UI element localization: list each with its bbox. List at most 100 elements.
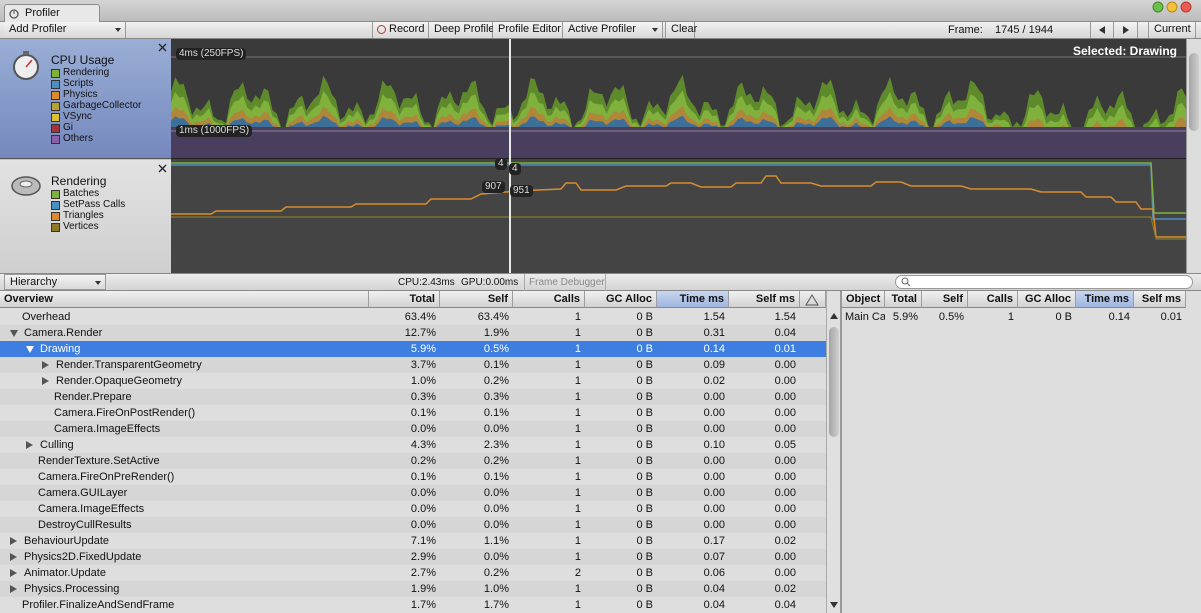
expander-open[interactable] xyxy=(26,346,34,353)
window-controls xyxy=(1152,1,1192,13)
expander-closed[interactable] xyxy=(42,361,49,369)
column-header[interactable]: Self xyxy=(922,291,968,308)
expander-closed[interactable] xyxy=(26,441,33,449)
row-cell: 0.1% xyxy=(483,407,509,419)
expander-closed[interactable] xyxy=(10,537,17,545)
splitter[interactable] xyxy=(840,291,842,613)
legend-item[interactable]: SetPass Calls xyxy=(51,199,125,210)
row-cell: 2 xyxy=(574,567,581,579)
row-cell: 0.07 xyxy=(703,551,725,563)
table-scrollbar[interactable] xyxy=(826,291,840,613)
chart-scroll-thumb[interactable] xyxy=(1189,53,1199,131)
table-row[interactable]: Culling 4.3% 2.3% 1 0 B 0.10 0.05 xyxy=(0,437,826,453)
toolbar-button[interactable]: Profile Editor xyxy=(493,22,563,38)
expander-closed[interactable] xyxy=(10,569,17,577)
cpu-close[interactable] xyxy=(158,43,167,52)
expander-closed[interactable] xyxy=(42,377,49,385)
table-row[interactable]: Animator.Update 2.7% 0.2% 2 0 B 0.06 0.00 xyxy=(0,565,826,581)
table-row[interactable]: Camera.FireOnPostRender() 0.1% 0.1% 1 0 B 0.0… xyxy=(0,405,826,421)
legend-item[interactable]: GarbageCollector xyxy=(51,100,141,111)
toolbar-button[interactable]: Record xyxy=(373,22,429,38)
cpu-panel[interactable]: CPU Usage Rendering Scripts Physics Garbage… xyxy=(0,39,171,159)
table-row[interactable]: Camera.ImageEffects 0.0% 0.0% 1 0 B 0.00 0.00 xyxy=(0,501,826,517)
table-row[interactable]: Render.Prepare 0.3% 0.3% 1 0 B 0.00 0.00 xyxy=(0,389,826,405)
legend-item[interactable]: Rendering xyxy=(51,67,141,78)
table-scroll-thumb[interactable] xyxy=(829,327,839,437)
toolbar-button[interactable]: Clear xyxy=(665,22,697,38)
table-row[interactable]: RenderTexture.SetActive 0.2% 0.2% 1 0 B 0.00 0… xyxy=(0,453,826,469)
column-header[interactable]: Overview xyxy=(0,291,369,308)
table-row[interactable]: Physics2D.FixedUpdate 2.9% 0.0% 1 0 B 0.07 0.0… xyxy=(0,549,826,565)
table-row[interactable]: Render.TransparentGeometry 3.7% 0.1% 1 0 B 0.… xyxy=(0,357,826,373)
expander-open[interactable] xyxy=(10,330,18,337)
detail-row[interactable]: Main Ca 5.9% 0.5% 1 0 B 0.14 0.01 xyxy=(842,309,1201,325)
legend-item[interactable]: Others xyxy=(51,133,141,144)
search-field[interactable] xyxy=(895,275,1193,289)
table-row[interactable]: Camera.Render 12.7% 1.9% 1 0 B 0.31 0.04 xyxy=(0,325,826,341)
column-header[interactable]: GC Alloc xyxy=(585,291,657,308)
row-cell: 0 B xyxy=(636,407,653,419)
expander-closed[interactable] xyxy=(10,553,17,561)
legend-item[interactable]: Batches xyxy=(51,188,125,199)
scroll-down[interactable] xyxy=(830,602,838,608)
table-row[interactable]: Camera.ImageEffects 0.0% 0.0% 1 0 B 0.00 0.00 xyxy=(0,421,826,437)
table-row[interactable]: Overhead 63.4% 63.4% 1 0 B 1.54 1.54 xyxy=(0,309,826,325)
legend-item[interactable]: Triangles xyxy=(51,210,125,221)
row-cell: 1.0% xyxy=(483,583,509,595)
rendering-panel[interactable]: Rendering Batches SetPass Calls Triangles V… xyxy=(0,160,171,273)
scroll-up[interactable] xyxy=(830,313,838,319)
row-cell: 1.7% xyxy=(410,599,436,611)
row-cell: 1 xyxy=(574,599,581,611)
column-header[interactable]: Time ms xyxy=(657,291,729,308)
warning-header[interactable] xyxy=(800,291,826,308)
column-header[interactable]: Calls xyxy=(513,291,585,308)
minimize-button[interactable] xyxy=(1166,1,1178,13)
add-profiler-dropdown[interactable]: Add Profiler xyxy=(4,22,126,38)
column-header[interactable]: GC Alloc xyxy=(1018,291,1076,308)
table-row[interactable]: Physics.Processing 1.9% 1.0% 1 0 B 0.04 0.02 xyxy=(0,581,826,597)
close-button[interactable] xyxy=(1180,1,1192,13)
column-header[interactable]: Total xyxy=(885,291,922,308)
legend-item[interactable]: Physics xyxy=(51,89,141,100)
view-dropdown[interactable]: Hierarchy xyxy=(4,274,106,290)
column-header[interactable]: Calls xyxy=(968,291,1018,308)
table-row[interactable]: DestroyCullResults 0.0% 0.0% 1 0 B 0.00 0.00 xyxy=(0,517,826,533)
chart-area[interactable] xyxy=(171,39,1186,273)
table-row[interactable]: Render.OpaqueGeometry 1.0% 0.2% 1 0 B 0.02 0.0… xyxy=(0,373,826,389)
legend-item[interactable]: Vertices xyxy=(51,221,125,232)
chart-scrollbar[interactable] xyxy=(1186,39,1201,273)
row-cell: 1 xyxy=(574,407,581,419)
table-row[interactable]: Drawing 5.9% 0.5% 1 0 B 0.14 0.01 xyxy=(0,341,826,357)
table-row[interactable]: Camera.GUILayer 0.0% 0.0% 1 0 B 0.00 0.00 xyxy=(0,485,826,501)
tab[interactable]: Profiler xyxy=(4,4,100,22)
row-cell: 0 B xyxy=(636,599,653,611)
row-cell: 1 xyxy=(574,471,581,483)
current-button[interactable]: Current xyxy=(1148,22,1196,38)
rendering-close[interactable] xyxy=(158,164,167,173)
zoom-button[interactable] xyxy=(1152,1,1164,13)
column-header[interactable]: Self ms xyxy=(729,291,800,308)
prev-frame-button[interactable] xyxy=(1090,22,1114,38)
expander-closed[interactable] xyxy=(10,585,17,593)
table-row[interactable]: Profiler.FinalizeAndSendFrame 1.7% 1.7% 1 0 … xyxy=(0,597,826,613)
row-cell: 0.02 xyxy=(774,583,796,595)
column-header[interactable]: Self ms xyxy=(1134,291,1186,308)
table-row[interactable]: Camera.FireOnPreRender() 0.1% 0.1% 1 0 B 0.00… xyxy=(0,469,826,485)
column-header[interactable]: Total xyxy=(369,291,440,308)
toolbar-button[interactable]: Deep Profile xyxy=(429,22,495,38)
legend-swatch xyxy=(51,102,60,111)
toolbar-button[interactable]: Active Profiler xyxy=(563,22,663,38)
column-header[interactable]: Self xyxy=(440,291,513,308)
rendering-legend: Batches SetPass Calls Triangles Vertices xyxy=(51,188,125,232)
frame-debugger-button[interactable]: Frame Debugger xyxy=(524,274,606,291)
row-name: DestroyCullResults xyxy=(38,519,132,531)
legend-item[interactable]: Scripts xyxy=(51,78,141,89)
table-row[interactable]: BehaviourUpdate 7.1% 1.1% 1 0 B 0.17 0.02 xyxy=(0,533,826,549)
legend-item[interactable]: Gi xyxy=(51,122,141,133)
row-cell: 0.00 xyxy=(703,407,725,419)
next-frame-button[interactable] xyxy=(1114,22,1138,38)
legend-item[interactable]: VSync xyxy=(51,111,141,122)
column-header[interactable]: Object xyxy=(842,291,885,308)
row-cell: 4.3% xyxy=(410,439,436,451)
column-header[interactable]: Time ms xyxy=(1076,291,1134,308)
